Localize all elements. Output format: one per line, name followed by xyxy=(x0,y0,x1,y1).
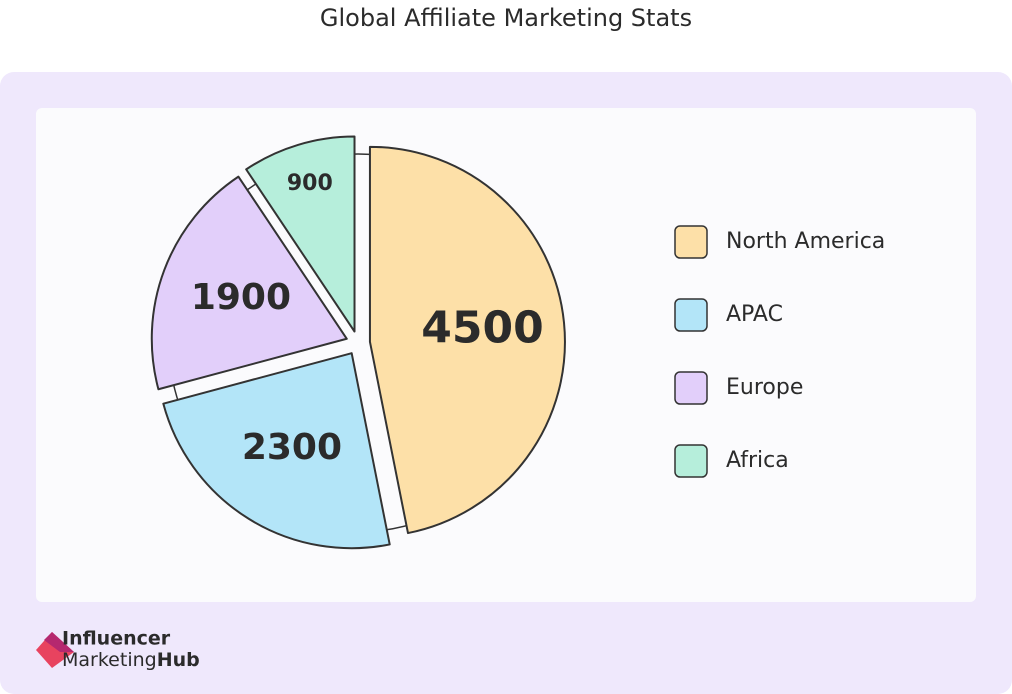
pie-slice xyxy=(162,352,391,550)
logo: Influencer MarketingHub xyxy=(36,628,200,671)
legend-label: North America xyxy=(726,229,885,254)
data-label: 4500 xyxy=(421,303,543,354)
legend-label: Africa xyxy=(726,448,789,473)
pie-slice xyxy=(150,175,348,391)
logo-text: Influencer xyxy=(62,628,171,650)
chart-title: Global Affiliate Marketing Stats xyxy=(320,4,692,32)
pie-slice xyxy=(245,135,356,333)
pie-slice xyxy=(368,145,566,535)
legend-swatch xyxy=(674,298,708,332)
legend-label: APAC xyxy=(726,302,783,327)
logo-text: Hub xyxy=(157,649,200,671)
logo-text: Marketing xyxy=(62,649,157,671)
data-label: 900 xyxy=(287,171,333,196)
legend-swatch xyxy=(674,371,708,405)
logo-text: MarketingHub xyxy=(62,649,200,671)
legend-swatch xyxy=(674,225,708,259)
data-label: 2300 xyxy=(242,427,342,468)
logo-icon-shade xyxy=(44,632,74,652)
legend-swatch xyxy=(674,444,708,478)
data-label: 1900 xyxy=(191,277,291,318)
legend-label: Europe xyxy=(726,375,803,400)
